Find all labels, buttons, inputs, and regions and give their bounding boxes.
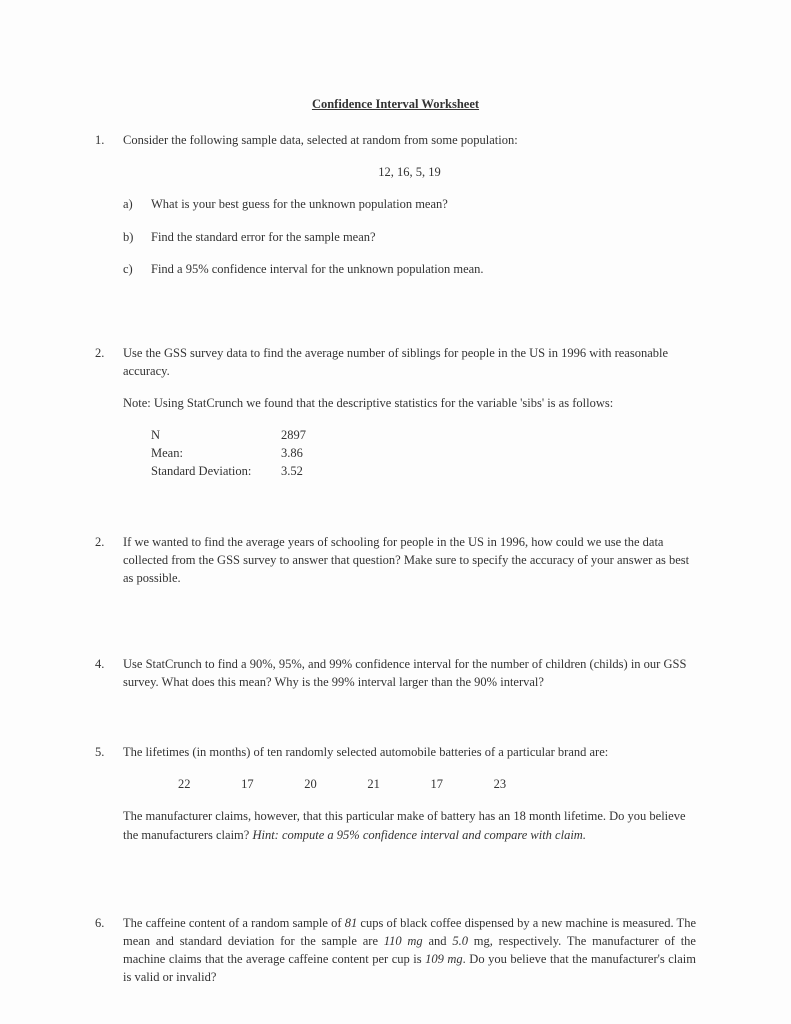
stat-mean-value: 3.86 bbox=[281, 444, 696, 462]
q3-text: If we wanted to find the average years o… bbox=[123, 533, 696, 587]
q4-number: 4. bbox=[95, 655, 123, 691]
stat-sd-label: Standard Deviation: bbox=[151, 462, 281, 480]
q6-i2: 110 mg bbox=[384, 934, 423, 948]
q1-item-a: a) What is your best guess for the unkno… bbox=[123, 195, 696, 213]
stat-row-sd: Standard Deviation: 3.52 bbox=[151, 462, 696, 480]
q1-c-label: c) bbox=[123, 260, 151, 278]
stat-row-n: N 2897 bbox=[151, 426, 696, 444]
q2-number: 2. bbox=[95, 344, 123, 481]
q1-item-b: b) Find the standard error for the sampl… bbox=[123, 228, 696, 246]
question-6: 6. The caffeine content of a random samp… bbox=[95, 914, 696, 987]
q2-body: Use the GSS survey data to find the aver… bbox=[123, 344, 696, 481]
stat-sd-value: 3.52 bbox=[281, 462, 696, 480]
q6-i4: 109 mg bbox=[425, 952, 463, 966]
q5-text: The lifetimes (in months) of ten randoml… bbox=[123, 743, 696, 761]
q5-d4: 17 bbox=[431, 775, 491, 793]
stat-row-mean: Mean: 3.86 bbox=[151, 444, 696, 462]
stat-n-value: 2897 bbox=[281, 426, 696, 444]
q5-data: 22 17 20 21 17 23 bbox=[123, 775, 696, 793]
q1-a-label: a) bbox=[123, 195, 151, 213]
q5-d3: 21 bbox=[367, 775, 427, 793]
q6-i3: 5.0 bbox=[452, 934, 468, 948]
q4-text: Use StatCrunch to find a 90%, 95%, and 9… bbox=[123, 655, 696, 691]
q5-d5: 23 bbox=[494, 775, 554, 793]
q1-b-text: Find the standard error for the sample m… bbox=[151, 228, 376, 246]
q6-p3: and bbox=[423, 934, 453, 948]
q6-i1: 81 bbox=[345, 916, 358, 930]
q5-d0: 22 bbox=[178, 775, 238, 793]
q6-p1: The caffeine content of a random sample … bbox=[123, 916, 345, 930]
q4-body: Use StatCrunch to find a 90%, 95%, and 9… bbox=[123, 655, 696, 691]
question-3: 2. If we wanted to find the average year… bbox=[95, 533, 696, 587]
q2-text: Use the GSS survey data to find the aver… bbox=[123, 344, 696, 380]
q1-data: 12, 16, 5, 19 bbox=[123, 163, 696, 181]
stat-n-label: N bbox=[151, 426, 281, 444]
stat-mean-label: Mean: bbox=[151, 444, 281, 462]
q1-b-label: b) bbox=[123, 228, 151, 246]
question-1: 1. Consider the following sample data, s… bbox=[95, 131, 696, 292]
q5-d2: 20 bbox=[304, 775, 364, 793]
q1-text: Consider the following sample data, sele… bbox=[123, 131, 696, 149]
q1-number: 1. bbox=[95, 131, 123, 292]
question-2: 2. Use the GSS survey data to find the a… bbox=[95, 344, 696, 481]
worksheet-title: Confidence Interval Worksheet bbox=[95, 95, 696, 113]
q5-hint: Hint: compute a 95% confidence interval … bbox=[252, 828, 586, 842]
q5-number: 5. bbox=[95, 743, 123, 844]
q5-d1: 17 bbox=[241, 775, 301, 793]
q2-stats-table: N 2897 Mean: 3.86 Standard Deviation: 3.… bbox=[151, 426, 696, 480]
q5-followup: The manufacturer claims, however, that t… bbox=[123, 807, 696, 843]
q1-a-text: What is your best guess for the unknown … bbox=[151, 195, 448, 213]
q1-body: Consider the following sample data, sele… bbox=[123, 131, 696, 292]
q6-body: The caffeine content of a random sample … bbox=[123, 914, 696, 987]
q1-sublist: a) What is your best guess for the unkno… bbox=[123, 195, 696, 277]
q6-number: 6. bbox=[95, 914, 123, 987]
question-4: 4. Use StatCrunch to find a 90%, 95%, an… bbox=[95, 655, 696, 691]
q2-note: Note: Using StatCrunch we found that the… bbox=[123, 394, 696, 412]
q1-c-text: Find a 95% confidence interval for the u… bbox=[151, 260, 484, 278]
q3-body: If we wanted to find the average years o… bbox=[123, 533, 696, 587]
q1-item-c: c) Find a 95% confidence interval for th… bbox=[123, 260, 696, 278]
question-5: 5. The lifetimes (in months) of ten rand… bbox=[95, 743, 696, 844]
q3-number: 2. bbox=[95, 533, 123, 587]
q5-body: The lifetimes (in months) of ten randoml… bbox=[123, 743, 696, 844]
